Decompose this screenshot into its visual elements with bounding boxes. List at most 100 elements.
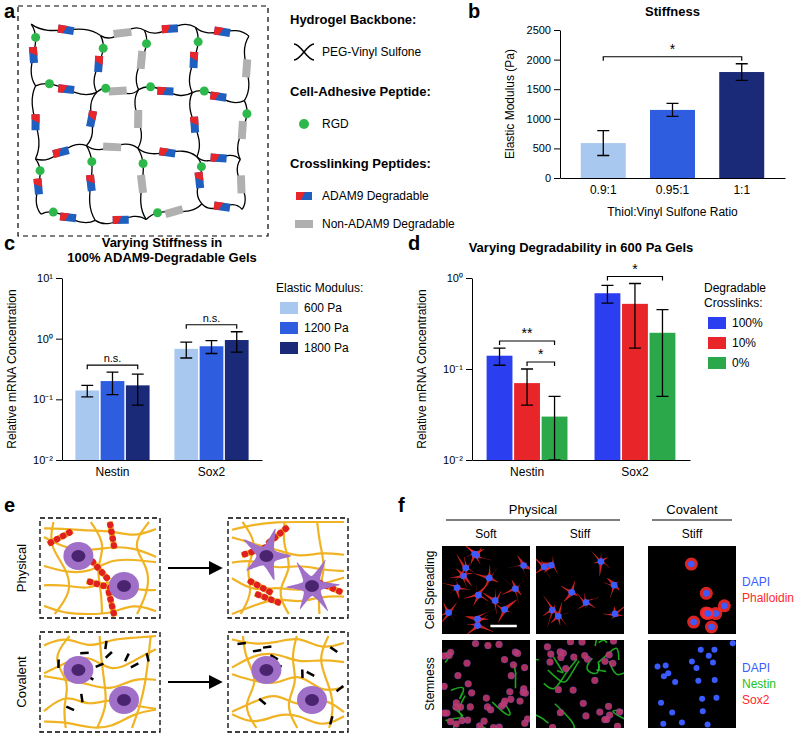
significance-bracket bbox=[87, 365, 137, 369]
cell bbox=[244, 528, 292, 580]
peg-chain bbox=[146, 204, 202, 220]
nucleus bbox=[445, 609, 452, 616]
adam9-red bbox=[214, 26, 224, 35]
peg-chain bbox=[190, 93, 200, 157]
panel-letter: d bbox=[408, 232, 420, 254]
group-label: Covalent bbox=[666, 502, 718, 517]
nucleus-sox2 bbox=[547, 659, 554, 666]
polymer bbox=[91, 522, 102, 614]
tick-mark bbox=[554, 178, 560, 179]
nucleus-blue bbox=[506, 688, 513, 695]
tick-mark bbox=[56, 339, 62, 340]
nucleus-blue bbox=[521, 664, 528, 671]
rgd-dot bbox=[36, 166, 45, 175]
rgd-dot bbox=[153, 208, 162, 217]
peg-chain bbox=[189, 27, 198, 92]
tick: Nestin bbox=[510, 465, 544, 479]
crosslink-dot bbox=[265, 587, 274, 596]
legend-heading: Hydrogel Backbone: bbox=[290, 12, 416, 27]
nucleus-sox2 bbox=[610, 640, 617, 644]
polymer bbox=[51, 522, 69, 614]
nucleus-sox2 bbox=[501, 656, 508, 663]
nestin-strand bbox=[555, 704, 575, 728]
icon-adam9 bbox=[210, 154, 226, 163]
adam9-red bbox=[33, 178, 42, 188]
crosslink-dot bbox=[102, 573, 111, 582]
nucleus-blue bbox=[710, 659, 716, 665]
x-axis-title: Thiol:Vinyl Sulfone Ratio bbox=[607, 205, 738, 219]
micrograph bbox=[442, 640, 530, 728]
nucleus-sox2 bbox=[579, 640, 586, 645]
nucleus bbox=[117, 580, 131, 592]
tick-label: 10⁻¹ bbox=[33, 393, 53, 405]
icon-adam9 bbox=[214, 201, 231, 211]
polymer bbox=[57, 636, 69, 728]
nucleus-sox2 bbox=[521, 664, 528, 671]
bar bbox=[75, 390, 99, 460]
non-adam9-icon bbox=[103, 142, 121, 151]
significance-label: * bbox=[670, 41, 676, 57]
nucleus-sox2 bbox=[567, 640, 574, 645]
nucleus-sox2 bbox=[483, 695, 490, 702]
cell-body bbox=[591, 551, 611, 576]
nucleus-sox2 bbox=[485, 642, 492, 649]
tick-label: 500 bbox=[533, 142, 551, 154]
micrograph bbox=[536, 640, 624, 728]
adam9-blue bbox=[190, 116, 199, 133]
micrograph-background bbox=[536, 640, 624, 728]
peg-chain bbox=[101, 28, 145, 38]
nucleus-blue bbox=[570, 654, 577, 661]
nucleus-blue bbox=[467, 703, 474, 710]
nucleus-blue bbox=[549, 724, 556, 728]
nucleus-sox2 bbox=[580, 700, 587, 707]
legend-swatch bbox=[280, 302, 298, 314]
adam9-red bbox=[52, 148, 63, 158]
nucleus-blue bbox=[695, 678, 701, 684]
nucleus-blue bbox=[596, 708, 603, 715]
significance-label: n.s. bbox=[104, 352, 122, 364]
bar bbox=[595, 293, 621, 460]
gel-schematic bbox=[40, 632, 160, 732]
nucleus-blue bbox=[693, 665, 699, 671]
tick-label: Nestin bbox=[95, 465, 129, 479]
nucleus-blue bbox=[524, 715, 530, 722]
tick-label: 1500 bbox=[527, 83, 551, 95]
nucleus bbox=[259, 550, 273, 562]
axis-line bbox=[63, 460, 263, 461]
nucleus-sox2 bbox=[465, 680, 472, 687]
nucleus-blue bbox=[711, 647, 717, 653]
adam9-red bbox=[157, 87, 166, 95]
icon-adam9 bbox=[195, 172, 205, 189]
covalent-crosslink bbox=[307, 670, 314, 677]
crosslink-dot bbox=[107, 596, 115, 604]
error-bar bbox=[656, 310, 668, 397]
nucleus bbox=[708, 624, 715, 631]
nucleus bbox=[568, 589, 575, 596]
axis-line bbox=[473, 460, 691, 461]
non-adam9-icon bbox=[237, 175, 246, 193]
nucleus-blue bbox=[669, 709, 675, 715]
covalent-crosslink bbox=[144, 653, 152, 661]
nucleus-blue bbox=[465, 680, 472, 687]
icon-gray bbox=[103, 142, 121, 151]
cell-body bbox=[462, 546, 485, 564]
nucleus-blue bbox=[601, 658, 608, 665]
peg-icon bbox=[294, 44, 314, 60]
cell-body bbox=[561, 581, 578, 602]
chart-title: Stiffness bbox=[645, 4, 700, 19]
nucleus bbox=[598, 558, 605, 565]
covalent-crosslink bbox=[54, 660, 62, 668]
crosslink-dot bbox=[108, 528, 116, 536]
crosslink-dot bbox=[86, 578, 94, 586]
chart: 10⁻²10⁻¹10⁰10¹NestinSox2Varying Stiffnes… bbox=[5, 235, 363, 479]
x-axis: NestinSox2 bbox=[63, 461, 263, 479]
physical-crosslink bbox=[106, 521, 117, 550]
nucleus bbox=[454, 584, 461, 591]
polymer bbox=[321, 636, 332, 728]
nucleus-sox2 bbox=[467, 704, 474, 711]
physical-crosslink bbox=[46, 528, 74, 547]
nucleus-sox2 bbox=[484, 704, 491, 711]
nucleus-blue bbox=[672, 679, 678, 685]
nucleus bbox=[690, 619, 697, 626]
y-axis: 10⁻²10⁻¹10⁰ bbox=[443, 272, 472, 466]
